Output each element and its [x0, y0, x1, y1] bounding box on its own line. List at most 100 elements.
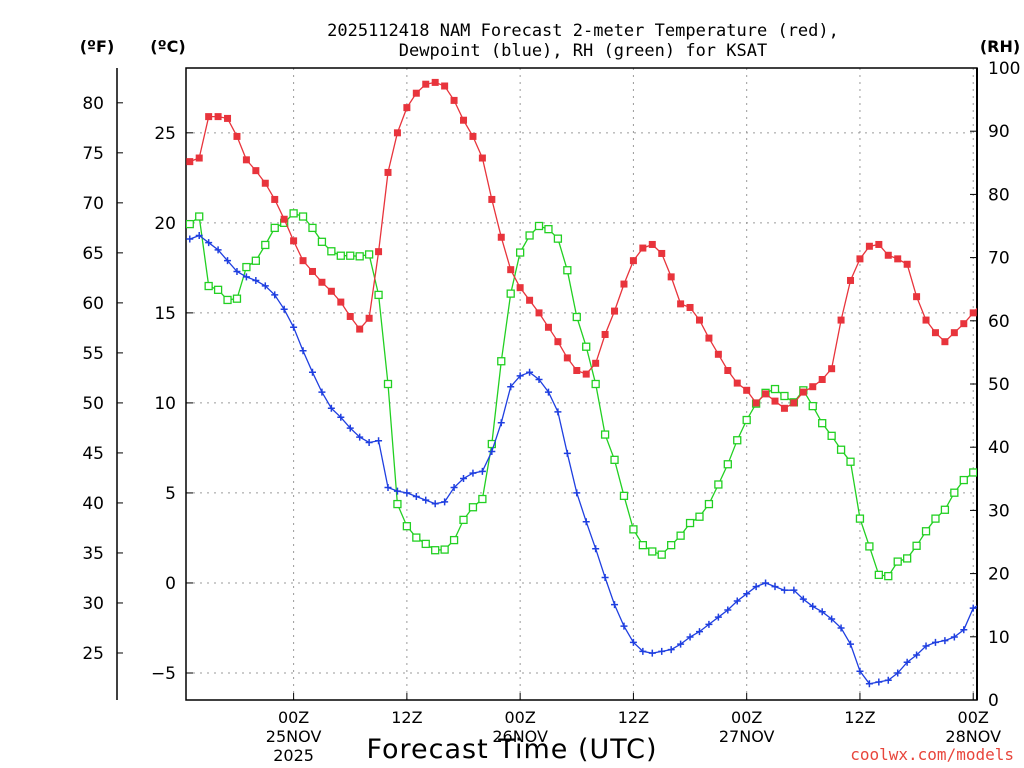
dewpoint-point — [677, 640, 685, 648]
celsius-tick-label: 5 — [165, 484, 176, 504]
temperature-point — [903, 260, 911, 268]
celsius-unit-label: (ºC) — [150, 37, 185, 56]
rh-point — [289, 209, 298, 218]
dewpoint-point — [224, 257, 232, 265]
rh-point — [383, 379, 393, 389]
rh-point — [780, 391, 789, 401]
temperature-point — [535, 309, 543, 317]
dewpoint-point — [903, 658, 911, 666]
celsius-tick-label: 0 — [165, 574, 176, 594]
dewpoint-point — [507, 383, 515, 391]
temperature-point — [922, 316, 930, 324]
rh-point — [515, 248, 525, 257]
dewpoint-point — [337, 413, 345, 421]
temperature-point — [979, 299, 986, 306]
x-tick-date: 25NOV — [266, 727, 322, 746]
rh-point — [969, 468, 977, 477]
dewpoint-point — [573, 489, 581, 497]
temperature-point — [818, 375, 826, 383]
x-tick-date: 27NOV — [719, 727, 775, 746]
dewpoint-point — [752, 583, 760, 591]
rh-point — [893, 557, 902, 566]
rh-point — [770, 384, 780, 394]
x-tick-label: 00Z — [958, 708, 989, 727]
rh-point — [195, 212, 204, 221]
fahrenheit-tick-label: 50 — [82, 394, 104, 414]
rh-point — [950, 488, 959, 497]
rh-point — [591, 379, 600, 389]
dewpoint-point — [308, 368, 316, 376]
rh-point — [298, 212, 308, 221]
temperature-point — [771, 397, 779, 405]
dewpoint-point — [620, 622, 628, 630]
temperature-point — [601, 330, 609, 338]
rh-point — [412, 533, 421, 542]
temperature-point — [431, 78, 439, 86]
temperature-point — [205, 113, 213, 121]
rh-point — [657, 550, 666, 559]
dewpoint-point — [894, 669, 902, 677]
dewpoint-point — [327, 404, 335, 412]
temperature-point — [318, 278, 326, 286]
rh-point — [497, 357, 506, 366]
series-open-square-group — [186, 209, 977, 581]
temperature-point — [875, 240, 883, 248]
temperature-point — [422, 80, 430, 88]
series-filled-square-group — [186, 78, 1005, 412]
rh-point — [733, 436, 742, 445]
rh-point — [695, 512, 704, 521]
dewpoint-point — [856, 667, 864, 675]
dewpoint-point — [743, 590, 751, 598]
rh-point — [186, 219, 194, 229]
dewpoint-point — [828, 615, 836, 623]
dewpoint-point — [714, 613, 722, 621]
rh-point — [327, 247, 336, 256]
x-tick-label: 12Z — [391, 708, 422, 727]
dewpoint-point — [960, 626, 968, 634]
rh-point — [865, 542, 874, 551]
rh-point — [610, 455, 619, 464]
dewpoint-point — [469, 469, 477, 477]
rh-tick-label: 90 — [988, 122, 1010, 142]
dewpoint-point — [412, 493, 420, 501]
rh-point — [818, 419, 827, 428]
temperature-point — [998, 281, 1005, 288]
dewpoint-point — [922, 642, 930, 650]
series-line-rh — [189, 212, 977, 577]
dewpoint-point — [582, 518, 590, 526]
rh-point — [600, 430, 610, 439]
rh-point — [431, 546, 440, 555]
rh-point — [638, 541, 648, 550]
rh-point — [468, 503, 478, 512]
temperature-point — [989, 290, 996, 297]
fahrenheit-tick-label: 35 — [82, 544, 104, 564]
dewpoint-point — [998, 592, 1005, 599]
temperature-point — [828, 365, 836, 373]
temperature-point — [780, 404, 788, 412]
temperature-point — [856, 255, 864, 263]
data-series — [186, 78, 1005, 688]
dewpoint-point — [847, 640, 855, 648]
temperature-point — [686, 303, 694, 311]
dewpoint-point — [648, 649, 656, 657]
rh-point — [440, 545, 449, 554]
fahrenheit-tick-label: 65 — [82, 244, 104, 264]
rh-tick-label: 30 — [988, 501, 1010, 521]
rh-point — [478, 494, 487, 504]
rh-point — [912, 541, 921, 550]
dewpoint-point — [488, 448, 496, 456]
dewpoint-point — [611, 601, 619, 609]
temperature-point — [582, 370, 590, 378]
temperature-point — [563, 354, 571, 362]
temperature-point — [488, 195, 496, 203]
temperature-point — [544, 323, 552, 331]
dewpoint-point — [186, 235, 194, 243]
x-tick-date: 26NOV — [492, 727, 548, 746]
rh-point — [808, 401, 817, 411]
rh-point — [261, 240, 270, 250]
temperature-point — [554, 338, 562, 346]
rh-point — [855, 514, 865, 523]
temperature-point — [290, 237, 298, 245]
temperature-point — [186, 158, 194, 166]
